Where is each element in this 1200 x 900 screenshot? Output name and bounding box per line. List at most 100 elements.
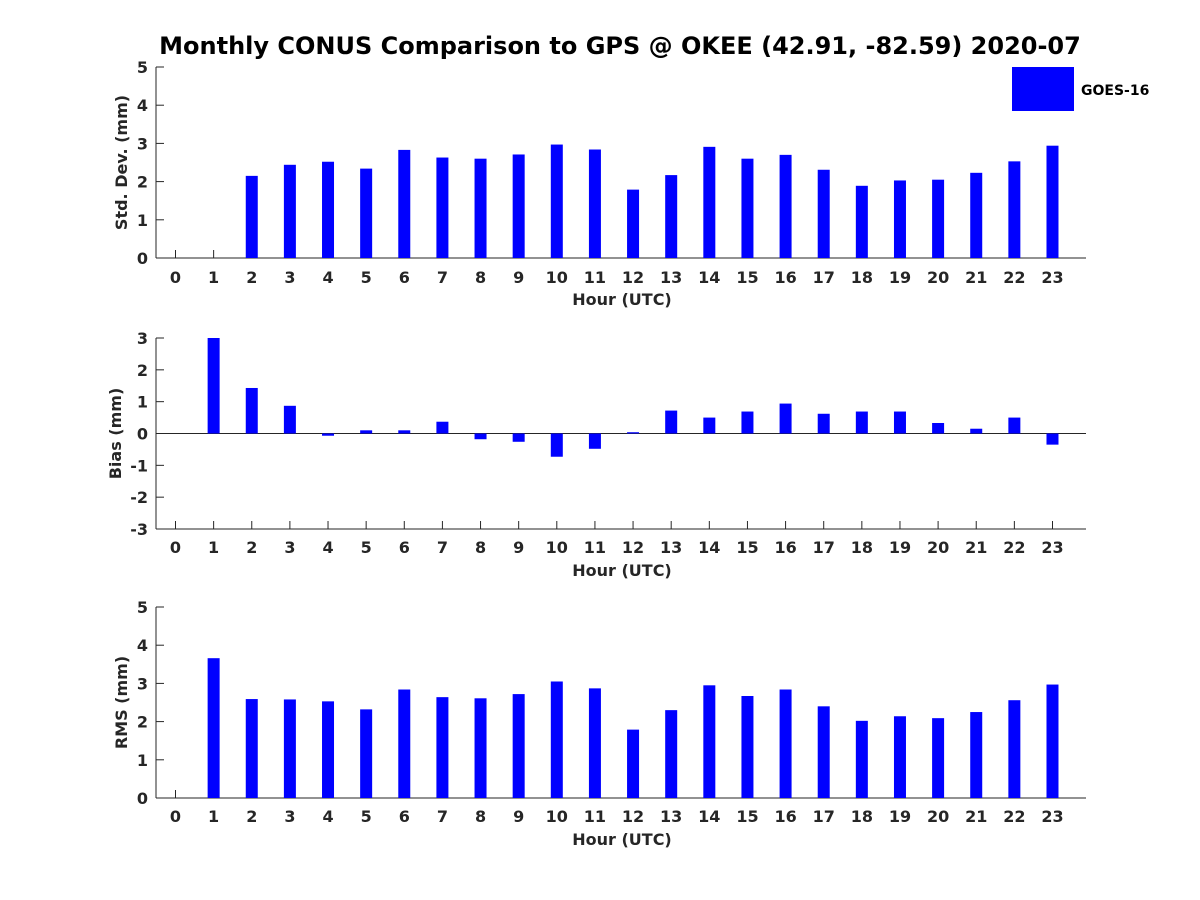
x-tick-label: 7 — [437, 538, 448, 557]
x-tick-label: 2 — [246, 268, 257, 287]
bar — [360, 168, 373, 258]
x-axis-label: Hour (UTC) — [572, 290, 672, 309]
x-tick-label: 15 — [736, 268, 758, 287]
x-tick-label: 0 — [170, 268, 181, 287]
x-tick-label: 7 — [437, 268, 448, 287]
y-tick-label: -1 — [130, 456, 148, 475]
bar — [932, 179, 945, 258]
x-tick-label: 23 — [1041, 268, 1063, 287]
bar — [665, 710, 678, 798]
x-tick-label: 0 — [170, 538, 181, 557]
x-tick-label: 11 — [584, 807, 606, 826]
bar — [436, 421, 449, 434]
y-tick-label: 1 — [137, 211, 148, 230]
x-tick-label: 22 — [1003, 538, 1025, 557]
x-tick-label: 9 — [513, 807, 524, 826]
y-tick-label: 4 — [137, 96, 148, 115]
y-axis-label: RMS (mm) — [112, 656, 131, 749]
bar — [245, 175, 258, 258]
x-tick-label: 21 — [965, 807, 987, 826]
bar — [550, 433, 563, 457]
bar — [1008, 417, 1021, 434]
x-tick-label: 22 — [1003, 807, 1025, 826]
legend-swatch — [1012, 67, 1074, 111]
x-tick-label: 2 — [246, 538, 257, 557]
y-tick-label: -3 — [130, 520, 148, 539]
x-tick-label: 5 — [361, 268, 372, 287]
x-tick-label: 9 — [513, 538, 524, 557]
bar — [855, 720, 868, 798]
bar — [360, 430, 373, 434]
y-tick-label: 3 — [137, 134, 148, 153]
bar — [512, 433, 525, 442]
bar — [398, 689, 411, 798]
x-tick-label: 10 — [546, 807, 568, 826]
bar — [893, 411, 906, 434]
x-tick-label: 10 — [546, 268, 568, 287]
y-tick-label: 2 — [137, 713, 148, 732]
bar — [245, 699, 258, 798]
x-tick-label: 20 — [927, 538, 949, 557]
x-tick-label: 14 — [698, 538, 720, 557]
x-tick-label: 8 — [475, 538, 486, 557]
y-axis-label: Std. Dev. (mm) — [112, 95, 131, 230]
bar — [512, 694, 525, 798]
x-tick-label: 16 — [774, 268, 796, 287]
bar — [398, 430, 411, 434]
bar — [1046, 145, 1059, 258]
x-tick-label: 6 — [399, 268, 410, 287]
bar — [893, 716, 906, 798]
x-tick-label: 19 — [889, 538, 911, 557]
x-tick-label: 19 — [889, 268, 911, 287]
legend-label: GOES-16 — [1081, 83, 1149, 99]
bar — [703, 685, 716, 798]
x-tick-label: 21 — [965, 538, 987, 557]
x-tick-label: 6 — [399, 538, 410, 557]
y-axis-label: Bias (mm) — [106, 388, 125, 480]
y-tick-label: 4 — [137, 636, 148, 655]
bar — [283, 405, 296, 434]
x-tick-label: 16 — [774, 538, 796, 557]
x-tick-label: 6 — [399, 807, 410, 826]
bar — [550, 681, 563, 798]
x-tick-label: 7 — [437, 807, 448, 826]
bar — [283, 164, 296, 258]
y-tick-label: 1 — [137, 393, 148, 412]
bar — [474, 698, 487, 798]
x-tick-label: 18 — [851, 807, 873, 826]
x-tick-label: 2 — [246, 807, 257, 826]
x-tick-label: 14 — [698, 268, 720, 287]
bar — [703, 146, 716, 258]
x-tick-label: 18 — [851, 268, 873, 287]
x-tick-label: 3 — [284, 538, 295, 557]
x-tick-label: 14 — [698, 807, 720, 826]
bar — [627, 432, 640, 434]
bar — [436, 697, 449, 798]
bar — [779, 689, 792, 798]
bar — [474, 433, 487, 440]
y-tick-label: 5 — [137, 58, 148, 77]
bar — [474, 158, 487, 258]
bar — [741, 696, 754, 798]
bar — [245, 387, 258, 434]
x-tick-label: 20 — [927, 807, 949, 826]
bar — [779, 154, 792, 258]
bar — [855, 185, 868, 258]
x-axis-label: Hour (UTC) — [572, 830, 672, 849]
bar — [665, 410, 678, 434]
bar — [512, 154, 525, 258]
x-tick-label: 17 — [813, 538, 835, 557]
y-tick-label: 2 — [137, 361, 148, 380]
x-tick-label: 13 — [660, 268, 682, 287]
y-tick-label: 0 — [137, 789, 148, 808]
bar — [1046, 433, 1059, 445]
bar — [817, 169, 830, 258]
x-tick-label: 1 — [208, 807, 219, 826]
x-tick-label: 13 — [660, 538, 682, 557]
bar — [588, 149, 601, 258]
